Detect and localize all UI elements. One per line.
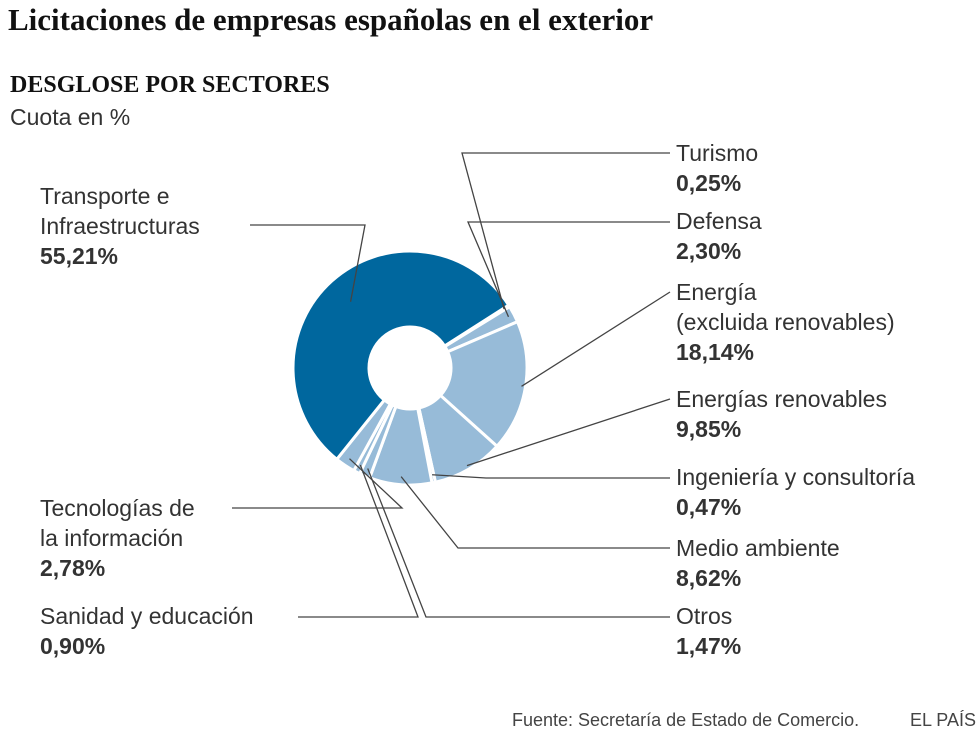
unit-label: Cuota en % xyxy=(10,104,131,130)
leader-line-transporte-e-infraestructuras xyxy=(250,224,366,302)
slice-label-sanidad-y-educacion: Sanidad y educación 0,90% xyxy=(40,601,254,661)
leader-line-medio-ambiente xyxy=(400,476,670,549)
slice-value: 18,14% xyxy=(676,339,755,365)
slice-value: 0,90% xyxy=(40,633,106,659)
slice-name: (excluida renovables) xyxy=(676,309,895,335)
brand-logo-text: EL PAÍS xyxy=(909,710,976,730)
slice-transporte-e-infraestructuras xyxy=(291,249,511,462)
leader-line-sanidad-y-educacion xyxy=(298,464,419,618)
leader-line-defensa xyxy=(467,221,670,318)
slice-value: 8,62% xyxy=(676,565,742,591)
leader-line-tecnologias-de-la-informacion xyxy=(232,458,404,509)
slice-name: Sanidad y educación xyxy=(40,603,254,629)
donut-slices xyxy=(291,249,529,487)
slice-energia-excluida-renovables xyxy=(438,319,529,449)
slice-label-tecnologias-de-la-informacion: Tecnologías de la información 2,78% xyxy=(40,493,195,583)
leader-line-turismo xyxy=(461,152,670,310)
slice-value: 1,47% xyxy=(676,633,742,659)
slice-name: Energía xyxy=(676,279,757,305)
chart-subtitle: DESGLOSE POR SECTORES xyxy=(10,72,330,98)
slice-label-energias-renovables: Energías renovables 9,85% xyxy=(676,384,887,444)
slice-name: la información xyxy=(40,525,184,551)
slice-value: 55,21% xyxy=(40,243,119,269)
slice-name: Otros xyxy=(676,603,733,629)
source-note: Fuente: Secretaría de Estado de Comercio… xyxy=(512,710,860,730)
slice-value: 9,85% xyxy=(676,416,742,442)
slice-label-defensa: Defensa 2,30% xyxy=(676,206,762,266)
slice-label-turismo: Turismo 0,25% xyxy=(676,138,758,198)
leader-line-energias-renovables xyxy=(466,398,671,467)
slice-label-ingenieria-y-consultoria: Ingeniería y consultoría 0,47% xyxy=(676,462,915,522)
slice-name: Energías renovables xyxy=(676,386,887,412)
leader-line-otros xyxy=(367,468,670,618)
leader-lines xyxy=(232,152,671,618)
slice-value: 2,78% xyxy=(40,555,106,581)
slice-label-energia-excluida-renovables: Energía (excluida renovables) 18,14% xyxy=(676,277,895,367)
slice-name: Defensa xyxy=(676,208,762,234)
slice-name: Infraestructuras xyxy=(40,213,200,239)
slice-name: Turismo xyxy=(676,140,759,166)
slice-value: 0,47% xyxy=(676,494,742,520)
leader-line-ingenieria-y-consultoria xyxy=(432,474,670,479)
slice-name: Medio ambiente xyxy=(676,535,840,561)
leader-line-energia-excluida-renovables xyxy=(521,291,671,387)
slice-name: Tecnologías de xyxy=(40,495,195,521)
slice-label-transporte-e-infraestructuras: Transporte e Infraestructuras 55,21% xyxy=(40,181,200,271)
slice-name: Ingeniería y consultoría xyxy=(676,464,916,490)
slice-label-medio-ambiente: Medio ambiente 8,62% xyxy=(676,533,840,593)
slice-value: 2,30% xyxy=(676,238,742,264)
slice-label-otros: Otros 1,47% xyxy=(676,601,741,661)
slice-value: 0,25% xyxy=(676,170,742,196)
slice-name: Transporte e xyxy=(40,183,170,209)
chart-title: Licitaciones de empresas españolas en el… xyxy=(8,2,654,37)
